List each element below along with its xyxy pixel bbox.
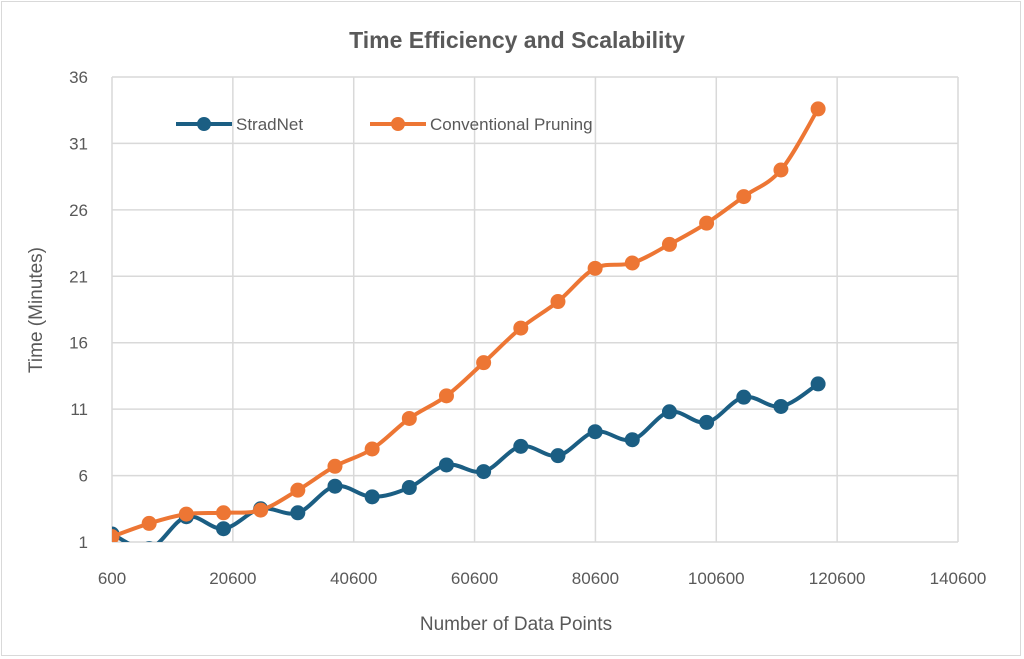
data-point [476, 355, 492, 371]
y-tick-label: 36 [69, 68, 88, 87]
data-point [624, 255, 640, 271]
data-point [699, 215, 715, 231]
data-point [327, 478, 343, 494]
y-tick-label: 6 [79, 467, 88, 486]
y-tick-label: 1 [79, 533, 88, 552]
gridlines [111, 76, 959, 543]
series-line [112, 107, 820, 539]
data-point [438, 388, 454, 404]
x-tick-label: 120600 [809, 569, 866, 588]
data-point [476, 464, 492, 480]
data-point [215, 505, 231, 521]
data-point [401, 480, 417, 496]
x-axis-label: Number of Data Points [420, 614, 612, 635]
series-conventional-pruning [112, 101, 826, 542]
data-point [699, 414, 715, 430]
data-point [327, 458, 343, 474]
legend-item-conventional-pruning: Conventional Pruning [370, 115, 593, 134]
x-tick-label: 20600 [209, 569, 256, 588]
data-point [364, 489, 380, 505]
data-point [290, 482, 306, 498]
legend-marker-stradnet [197, 117, 211, 131]
data-point [112, 529, 120, 542]
x-tick-label: 60600 [451, 569, 498, 588]
x-tick-label: 40600 [330, 569, 377, 588]
data-point [736, 189, 752, 205]
data-point [661, 404, 677, 420]
legend-label-stradnet: StradNet [236, 115, 303, 134]
x-tick-label: 600 [98, 569, 126, 588]
data-point [290, 505, 306, 521]
chart-title: Time Efficiency and Scalability [349, 27, 685, 53]
legend-item-stradnet: StradNet [176, 115, 303, 134]
data-point [736, 389, 752, 405]
data-point [810, 101, 826, 117]
data-point [513, 320, 529, 336]
y-tick-label: 31 [69, 134, 88, 153]
y-tick-label: 16 [69, 334, 88, 353]
series-stradnet [112, 376, 826, 542]
data-point [773, 162, 789, 178]
series-group [112, 101, 826, 542]
y-tick-label: 11 [70, 400, 88, 419]
data-point [661, 236, 677, 252]
data-point [810, 376, 826, 392]
data-point [178, 506, 194, 522]
x-tick-label: 80600 [572, 569, 619, 588]
data-point [438, 457, 454, 473]
data-point [550, 448, 566, 464]
data-point [401, 410, 417, 426]
data-point [587, 424, 603, 440]
legend-label-conventional-pruning: Conventional Pruning [430, 115, 593, 134]
x-tick-label: 140600 [930, 569, 987, 588]
y-tick-label: 26 [69, 201, 88, 220]
y-tick-label: 21 [69, 267, 88, 286]
legend: StradNet Conventional Pruning [176, 115, 593, 134]
data-point [513, 438, 529, 454]
data-point [773, 398, 789, 414]
data-point [215, 521, 231, 537]
data-point [587, 260, 603, 276]
y-axis-label: Time (Minutes) [26, 247, 47, 373]
x-tick-label: 100600 [688, 569, 745, 588]
data-point [364, 441, 380, 457]
data-point [624, 432, 640, 448]
data-point [550, 294, 566, 310]
data-point [253, 502, 269, 518]
data-point [145, 541, 153, 542]
data-point [141, 515, 157, 531]
legend-marker-conventional-pruning [391, 117, 405, 131]
x-axis-ticks: 600 20600 40600 60600 80600 100600 120600 14060… [98, 569, 987, 588]
